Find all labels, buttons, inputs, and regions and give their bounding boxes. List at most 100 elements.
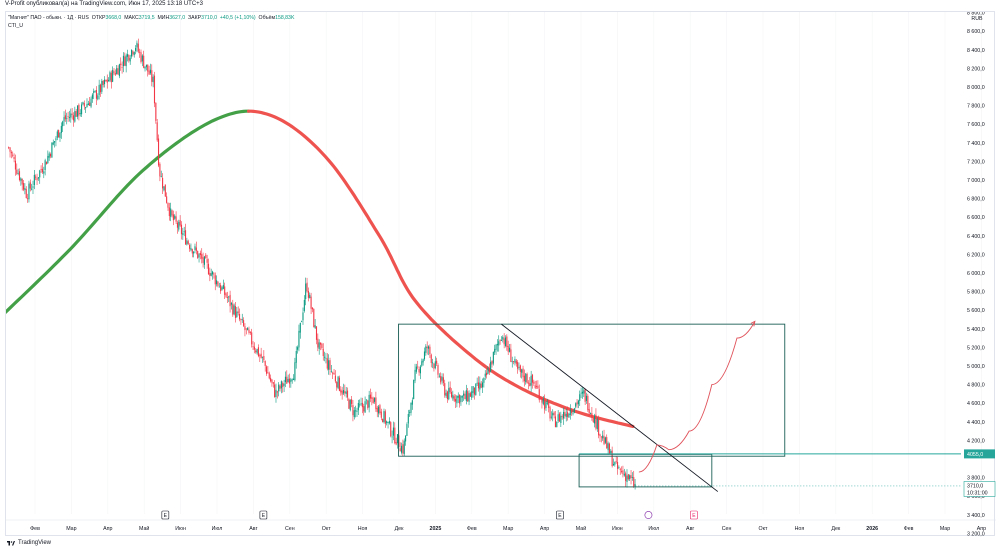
candle-body xyxy=(357,403,359,411)
candle-body xyxy=(109,72,111,81)
candle-body xyxy=(340,389,342,393)
candle-body xyxy=(68,117,70,119)
candle-body xyxy=(368,394,370,408)
candle-body xyxy=(286,376,288,384)
candle-body xyxy=(311,307,313,310)
price-tick-label: 6 000,0 xyxy=(967,271,985,277)
candle-body xyxy=(282,383,284,388)
time-label: Мар xyxy=(940,526,950,532)
dividend-marker-icon[interactable] xyxy=(644,511,653,519)
candle-body xyxy=(346,390,349,398)
candle-body xyxy=(257,347,259,357)
candle-body xyxy=(71,113,73,115)
candle-body xyxy=(118,64,120,77)
candle-body xyxy=(572,413,574,415)
candle-body xyxy=(444,383,446,396)
candle-body xyxy=(268,373,270,379)
candle-body xyxy=(225,293,227,297)
candle-body xyxy=(29,182,31,189)
candle-body xyxy=(310,296,312,309)
candle-body xyxy=(633,477,635,487)
low-label: МИН xyxy=(157,15,170,21)
candle-body xyxy=(407,414,409,424)
candle-body xyxy=(47,156,49,164)
candle-body xyxy=(441,376,443,381)
candle-body xyxy=(402,444,404,454)
last-price-badge[interactable] xyxy=(963,481,996,497)
candle-body xyxy=(176,222,178,228)
candle-body xyxy=(530,375,532,386)
candle-body xyxy=(615,460,617,462)
candle-body xyxy=(328,360,330,370)
time-label: 2026 xyxy=(866,526,878,532)
candle-body xyxy=(395,442,397,445)
candle-body xyxy=(476,382,478,384)
projection-arrow[interactable] xyxy=(638,321,756,473)
candle-body xyxy=(98,84,100,95)
candle-body xyxy=(309,294,311,298)
range-rectangle-1[interactable] xyxy=(398,323,786,457)
candle-body xyxy=(186,240,188,245)
earnings-marker[interactable] xyxy=(690,510,698,520)
earnings-marker[interactable] xyxy=(556,510,564,520)
arrow-head xyxy=(750,320,756,327)
candle-body xyxy=(461,396,463,398)
candle-body xyxy=(334,375,336,382)
candle-body xyxy=(70,113,72,118)
candle-body xyxy=(446,391,448,400)
drawings[interactable] xyxy=(398,320,961,492)
candle-body xyxy=(267,372,269,374)
level-price-badge[interactable] xyxy=(964,449,995,459)
price-tick-label: 6 800,0 xyxy=(967,197,985,203)
candle-body xyxy=(452,394,454,399)
range-rectangle-2[interactable] xyxy=(578,453,713,488)
earnings-marker[interactable] xyxy=(161,510,170,520)
candle-body xyxy=(375,397,377,410)
candle-body xyxy=(301,321,303,323)
candle-body xyxy=(75,111,77,117)
candle-body xyxy=(604,437,606,443)
candle-body xyxy=(163,186,165,191)
candle-body xyxy=(348,398,350,409)
indicator-legend[interactable]: CTI_U xyxy=(8,23,23,29)
candle-body xyxy=(148,70,150,75)
open-label: ОТКР xyxy=(91,15,106,21)
candle-body xyxy=(603,436,605,445)
candle-body xyxy=(59,132,61,138)
candle-body xyxy=(360,403,362,405)
candle-body xyxy=(174,215,176,219)
candle-body xyxy=(337,376,339,389)
candle-body xyxy=(438,375,440,377)
candle-body xyxy=(124,56,126,66)
candle-body xyxy=(236,311,238,318)
candle-body xyxy=(25,189,27,199)
time-axis[interactable]: Фев Мар Апр Май Июн Июл Авг Сен Окт Ноя Дек 2025 Фев… xyxy=(6,510,996,532)
candle-body xyxy=(207,263,210,275)
candle-body xyxy=(37,177,39,179)
candle-body xyxy=(631,477,633,478)
candle-body xyxy=(531,374,534,383)
candle-body xyxy=(116,68,118,75)
earnings-marker[interactable] xyxy=(259,510,268,520)
candle-body xyxy=(371,396,373,399)
brand-name: TradingView xyxy=(18,540,52,546)
price-tick-label: 8 000,0 xyxy=(967,85,985,91)
candle-body xyxy=(283,383,285,386)
time-label: Дек xyxy=(395,526,405,532)
candle-body xyxy=(495,344,497,350)
candle-body xyxy=(352,405,354,416)
time-label: Дек xyxy=(831,526,841,532)
candle-body xyxy=(391,436,393,438)
time-label: Авг xyxy=(686,526,694,532)
candle-body xyxy=(291,379,293,381)
candle-body xyxy=(472,386,474,393)
candle-body xyxy=(606,437,608,449)
candle-body xyxy=(149,69,151,74)
chart-frame[interactable]: RUB 8 800,0 8 600,0 8 400,0 8 200,0 8 000,0 7 … xyxy=(5,11,996,537)
candle-body xyxy=(319,342,322,345)
candle-body xyxy=(106,79,108,83)
trend-line[interactable] xyxy=(501,323,719,492)
price-tick-label: 4 400,0 xyxy=(967,420,985,426)
